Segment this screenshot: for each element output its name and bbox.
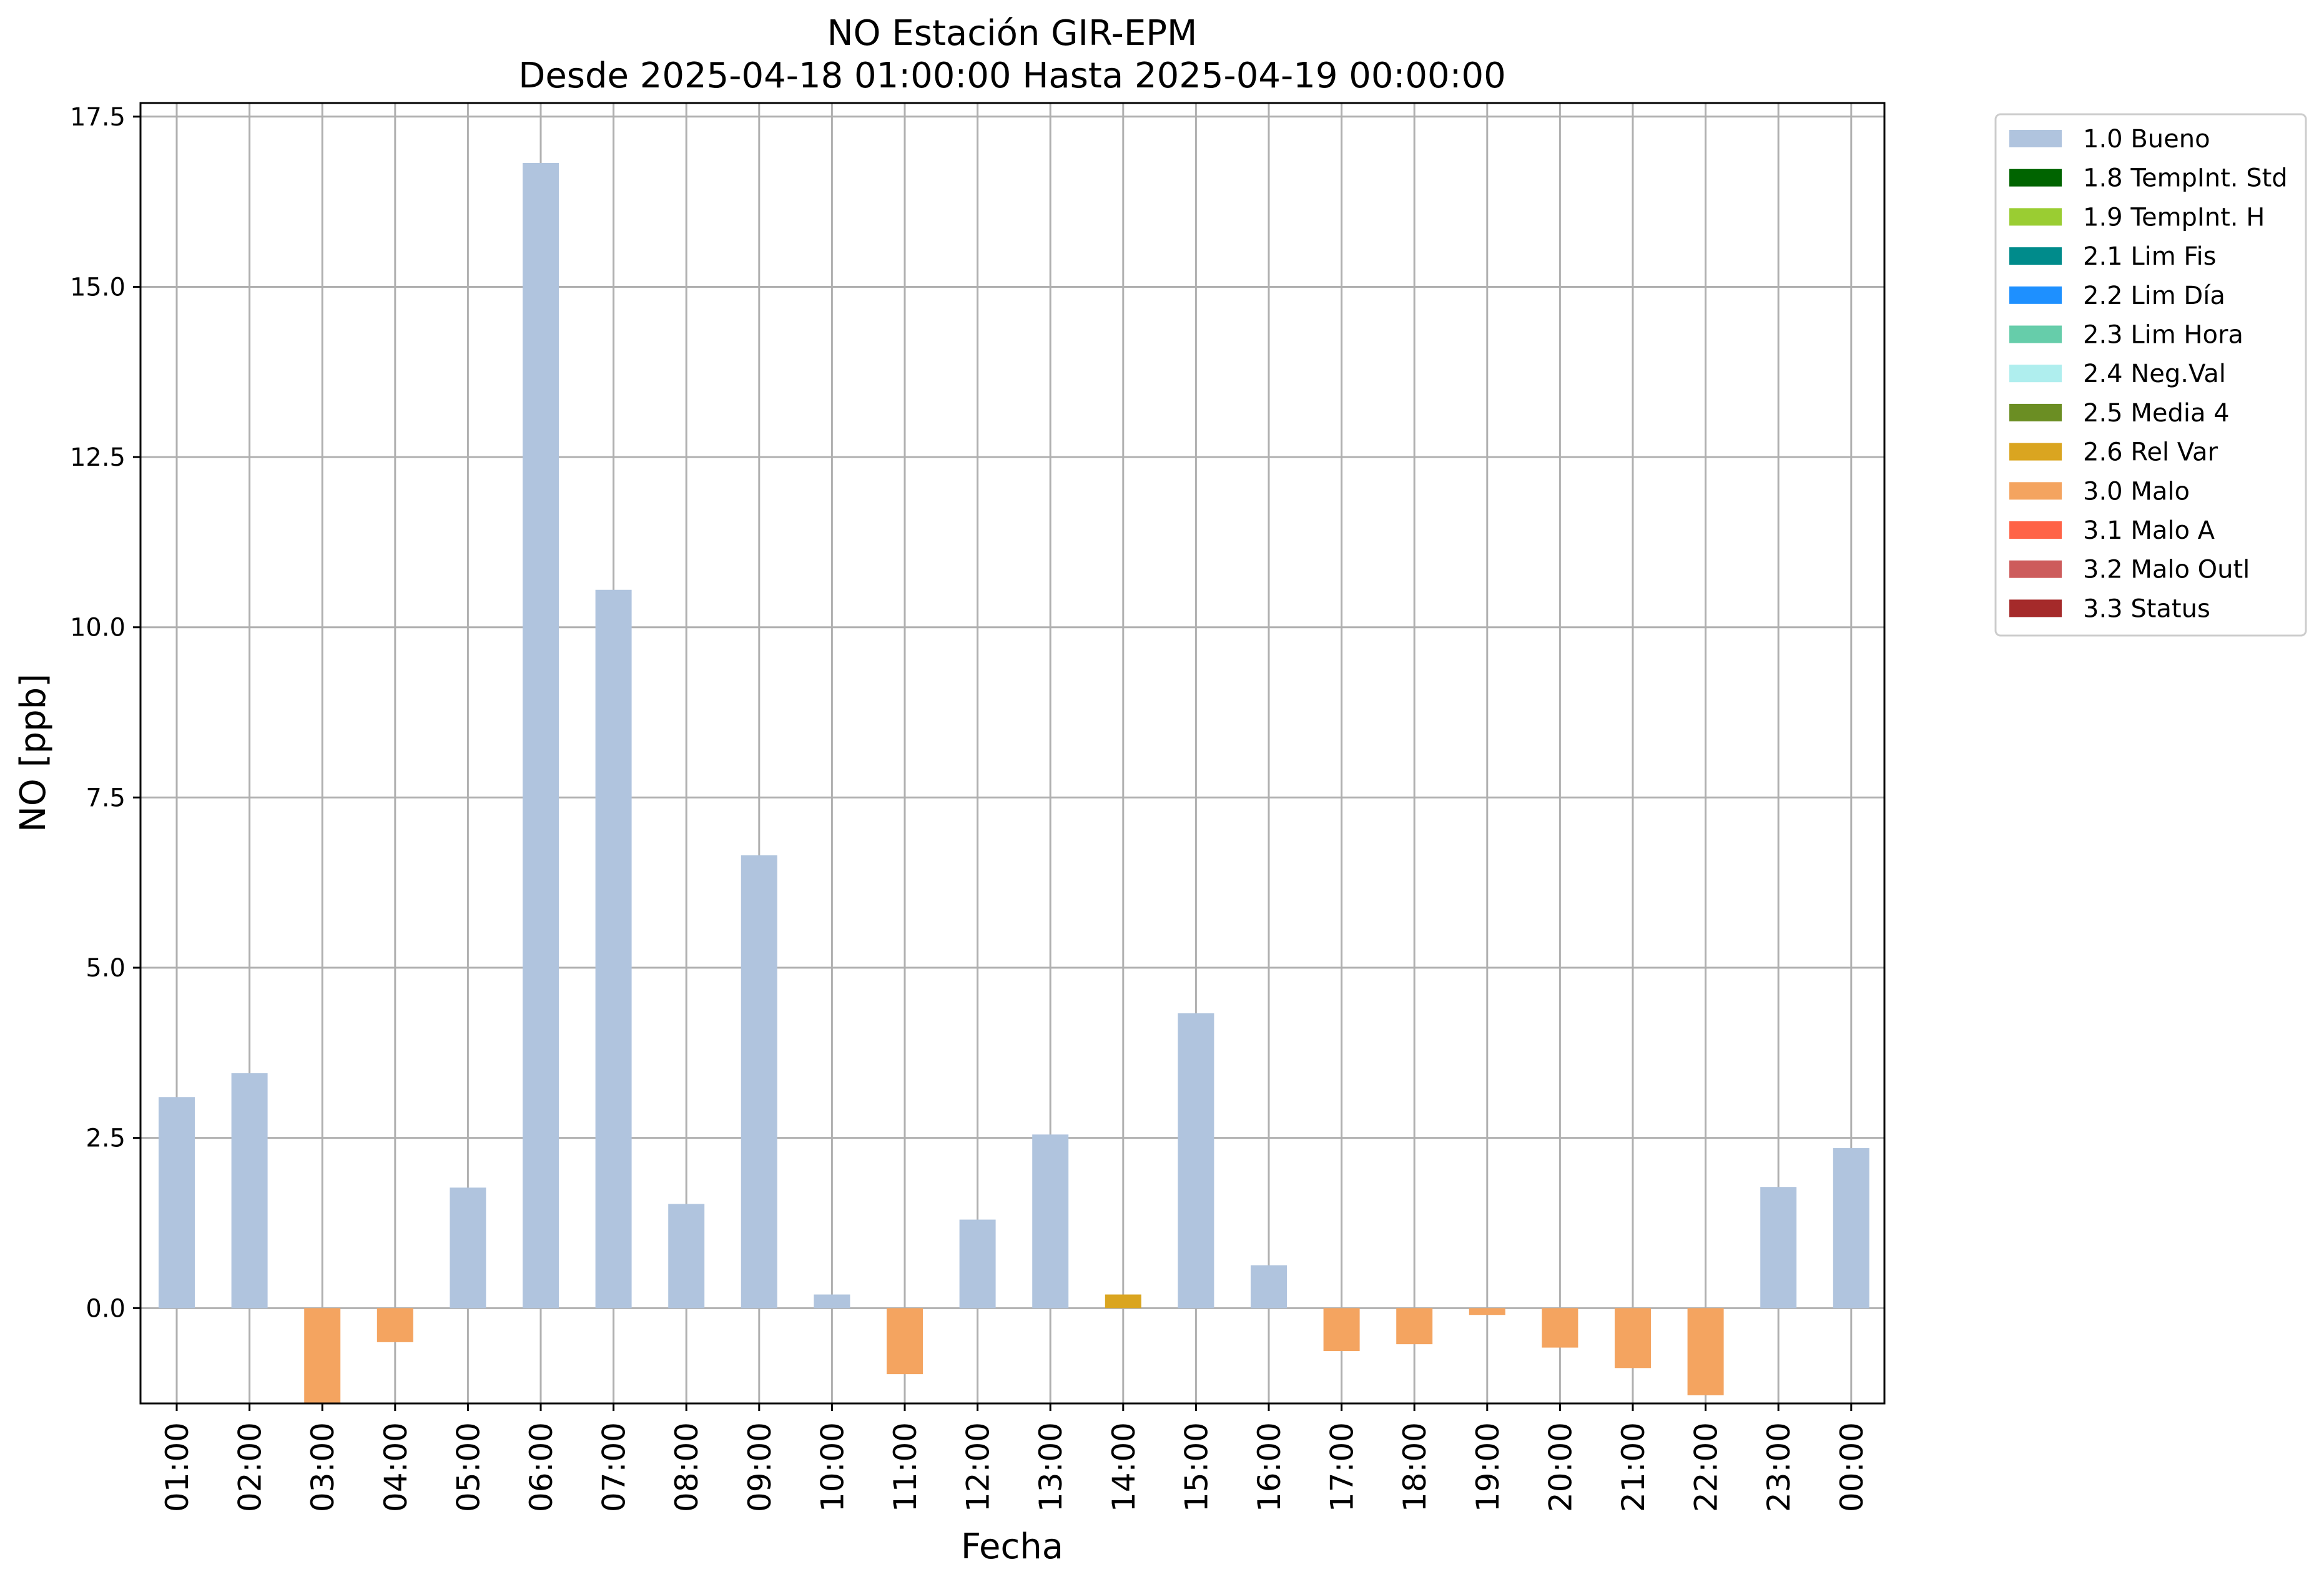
legend-swatch — [2009, 482, 2062, 500]
y-tick-label: 5.0 — [86, 954, 126, 983]
bar-1600 — [1251, 1265, 1287, 1309]
legend-swatch — [2009, 169, 2062, 187]
legend: 1.0 Bueno 1.8 TempInt. Std 1.9 TempInt. H 2… — [1994, 113, 2307, 637]
legend-swatch — [2009, 325, 2062, 343]
legend-swatch — [2009, 403, 2062, 421]
x-tick-label: 10:00 — [814, 1422, 850, 1512]
x-tick-label: 08:00 — [669, 1422, 705, 1512]
legend-entry-label: 3.3 Status — [2083, 594, 2210, 623]
x-tick-label: 07:00 — [596, 1422, 633, 1512]
bar-0000 — [1833, 1148, 1869, 1309]
legend-swatch — [2009, 560, 2062, 578]
x-tick-label: 21:00 — [1615, 1422, 1652, 1512]
bar-1500 — [1178, 1013, 1214, 1309]
legend-swatch — [2009, 599, 2062, 617]
bar-2100 — [1615, 1308, 1651, 1368]
x-tick-label: 16:00 — [1251, 1422, 1288, 1512]
legend-swatch — [2009, 521, 2062, 539]
legend-entry-label: 2.4 Neg.Val — [2083, 360, 2226, 388]
legend-entry-label: 1.9 TempInt. H — [2083, 203, 2265, 232]
bar-0800 — [668, 1204, 705, 1309]
x-tick-label: 17:00 — [1324, 1422, 1361, 1512]
x-tick-label: 14:00 — [1106, 1422, 1142, 1512]
legend-entry-label: 1.8 TempInt. Std — [2083, 164, 2288, 193]
legend-items: 1.0 Bueno 1.8 TempInt. Std 1.9 TempInt. H 2… — [2009, 125, 2288, 623]
bar-0700 — [595, 589, 632, 1309]
bar-2300 — [1760, 1187, 1797, 1309]
y-tick-label: 7.5 — [86, 784, 126, 812]
x-tick-label: 23:00 — [1761, 1422, 1797, 1512]
legend-entry-label: 1.0 Bueno — [2083, 125, 2210, 154]
bar-1100 — [887, 1308, 923, 1375]
legend-entry-label: 2.3 Lim Hora — [2083, 321, 2243, 350]
bar-1700 — [1323, 1308, 1360, 1352]
legend-swatch — [2009, 130, 2062, 147]
legend-entry-label: 3.2 Malo Outl — [2083, 556, 2250, 584]
y-tick-label: 15.0 — [70, 273, 126, 302]
x-tick-label: 03:00 — [305, 1422, 341, 1512]
x-tick-label: 04:00 — [378, 1422, 414, 1512]
bar-0500 — [450, 1187, 486, 1309]
y-axis-ticks: 0.0 2.5 5.0 7.5 10.0 12.5 15.0 17.5 — [70, 103, 140, 1323]
y-tick-label: 17.5 — [70, 103, 126, 132]
legend-swatch — [2009, 365, 2062, 383]
x-tick-label: 22:00 — [1688, 1422, 1725, 1512]
x-axis-ticks: 01:00 02:00 03:00 04:00 05:00 06:00 07:00 08:00… — [159, 1403, 1870, 1512]
bar-1900 — [1469, 1308, 1505, 1315]
y-tick-label: 0.0 — [86, 1294, 126, 1323]
bar-0900 — [741, 855, 777, 1309]
legend-swatch — [2009, 286, 2062, 304]
x-tick-label: 11:00 — [887, 1422, 923, 1512]
bar-2000 — [1542, 1308, 1578, 1348]
bar-1400 — [1105, 1294, 1141, 1309]
x-tick-label: 12:00 — [960, 1422, 997, 1512]
chart-title: NO Estación GIR-EPM — [827, 13, 1198, 54]
bar-1800 — [1396, 1308, 1433, 1345]
x-tick-label: 05:00 — [450, 1422, 486, 1512]
plot-area: 0.02.55.07.510.012.515.017.5 01:00 02:00 0… — [70, 102, 1886, 1512]
bar-1200 — [959, 1219, 996, 1309]
bar-0300 — [304, 1308, 341, 1403]
legend-entry-label: 2.5 Media 4 — [2083, 399, 2230, 428]
x-tick-label: 19:00 — [1470, 1422, 1506, 1512]
y-axis-label: NO [ppb] — [13, 674, 54, 832]
chart-subtitle: Desde 2025-04-18 01:00:00 Hasta 2025-04-… — [518, 56, 1506, 96]
legend-entry-label: 2.1 Lim Fis — [2083, 242, 2216, 271]
x-tick-label: 00:00 — [1834, 1422, 1870, 1512]
legend-entry-label: 3.1 Malo A — [2083, 516, 2215, 545]
legend-swatch — [2009, 208, 2062, 226]
x-tick-label: 09:00 — [742, 1422, 778, 1512]
x-tick-label: 01:00 — [159, 1422, 195, 1512]
bar-0100 — [159, 1097, 195, 1309]
bar-1000 — [814, 1294, 850, 1309]
y-tick-label: 12.5 — [70, 443, 126, 472]
plot-frame — [139, 102, 1886, 1405]
y-tick-label: 10.0 — [70, 614, 126, 642]
x-tick-label: 02:00 — [232, 1422, 268, 1512]
x-tick-label: 15:00 — [1178, 1422, 1214, 1512]
x-tick-label: 20:00 — [1542, 1422, 1578, 1512]
bar-1300 — [1032, 1134, 1069, 1309]
y-tick-label: 2.5 — [86, 1124, 126, 1153]
bars — [159, 162, 1869, 1403]
bar-0200 — [231, 1073, 268, 1309]
x-tick-label: 18:00 — [1397, 1422, 1433, 1512]
legend-entry-label: 2.2 Lim Día — [2083, 282, 2225, 310]
plot-background — [140, 103, 1884, 1403]
legend-swatch — [2009, 443, 2062, 461]
x-tick-label: 13:00 — [1033, 1422, 1069, 1512]
legend-entry-label: 2.6 Rel Var — [2083, 438, 2218, 467]
bar-0600 — [523, 162, 559, 1309]
bar-0400 — [377, 1308, 413, 1342]
legend-entry-label: 3.0 Malo — [2083, 477, 2190, 506]
legend-swatch — [2009, 247, 2062, 265]
x-axis-label: Fecha — [961, 1526, 1063, 1567]
legend-frame — [1994, 113, 2307, 637]
bar-2200 — [1687, 1308, 1724, 1395]
x-tick-label: 06:00 — [523, 1422, 559, 1512]
